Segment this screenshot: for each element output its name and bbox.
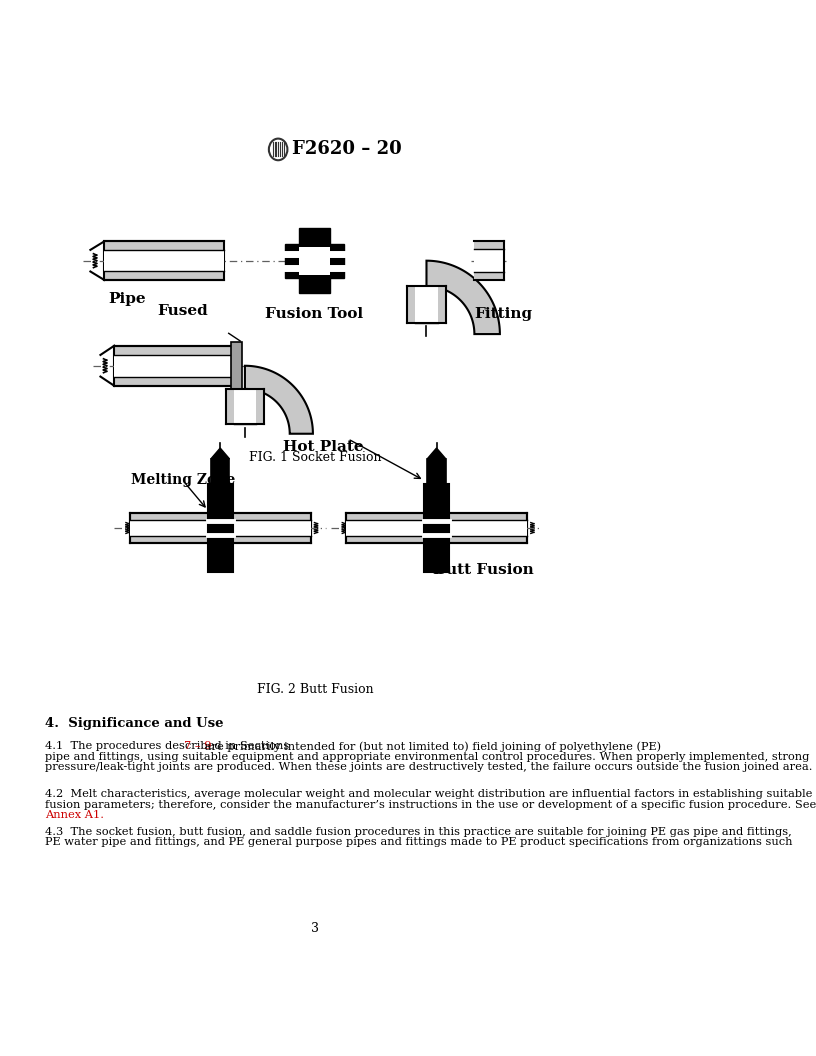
Text: Melting Zone: Melting Zone bbox=[131, 473, 236, 487]
Bar bbox=[227, 520, 311, 536]
Bar bbox=[443, 520, 527, 536]
Bar bbox=[474, 242, 503, 249]
Polygon shape bbox=[211, 448, 229, 459]
Text: 4.2  Melt characteristics, average molecular weight and molecular weight distrib: 4.2 Melt characteristics, average molecu… bbox=[45, 789, 812, 799]
Bar bbox=[299, 228, 330, 294]
Bar bbox=[346, 513, 429, 543]
Text: Butt Fusion: Butt Fusion bbox=[432, 563, 534, 577]
Bar bbox=[255, 389, 264, 425]
Bar bbox=[104, 242, 224, 280]
Text: Fitting: Fitting bbox=[475, 307, 533, 321]
Bar bbox=[407, 286, 415, 323]
Polygon shape bbox=[245, 365, 313, 434]
Bar bbox=[208, 484, 233, 572]
Bar bbox=[225, 389, 234, 425]
Text: 4.  Significance and Use: 4. Significance and Use bbox=[45, 717, 224, 730]
Bar bbox=[225, 389, 264, 425]
Bar bbox=[424, 484, 449, 572]
Text: Fused: Fused bbox=[157, 304, 208, 318]
Bar bbox=[299, 247, 330, 275]
Bar bbox=[114, 345, 234, 385]
Bar bbox=[474, 272, 503, 280]
Bar bbox=[231, 342, 242, 390]
Bar bbox=[104, 250, 224, 271]
Bar bbox=[285, 244, 344, 278]
Text: Annex A1.: Annex A1. bbox=[45, 810, 104, 821]
Bar bbox=[114, 355, 234, 377]
Text: fusion parameters; therefore, consider the manufacturer’s instructions in the us: fusion parameters; therefore, consider t… bbox=[45, 799, 816, 810]
Bar bbox=[227, 513, 311, 543]
Text: PE water pipe and fittings, and PE general purpose pipes and fittings made to PE: PE water pipe and fittings, and PE gener… bbox=[45, 837, 792, 847]
Text: Pipe: Pipe bbox=[109, 293, 146, 306]
Text: 4.1  The procedures described in Sections: 4.1 The procedures described in Sections bbox=[45, 741, 293, 751]
Bar bbox=[130, 513, 213, 543]
Text: Fusion Tool: Fusion Tool bbox=[265, 307, 363, 321]
Text: F2620 – 20: F2620 – 20 bbox=[292, 140, 401, 158]
Bar bbox=[474, 242, 503, 280]
Text: 3: 3 bbox=[311, 922, 319, 935]
Text: pressure/leak-tight joints are produced. When these joints are destructively tes: pressure/leak-tight joints are produced.… bbox=[45, 762, 812, 772]
Bar bbox=[407, 286, 446, 323]
Text: pipe and fittings, using suitable equipment and appropriate environmental contro: pipe and fittings, using suitable equipm… bbox=[45, 752, 809, 761]
Text: Hot Plate: Hot Plate bbox=[282, 440, 363, 454]
Polygon shape bbox=[427, 261, 500, 334]
Bar bbox=[438, 286, 446, 323]
Text: FIG. 2 Butt Fusion: FIG. 2 Butt Fusion bbox=[257, 682, 374, 696]
Bar bbox=[443, 513, 527, 543]
Bar bbox=[428, 459, 446, 484]
Bar bbox=[211, 459, 229, 484]
Polygon shape bbox=[428, 448, 446, 459]
Bar bbox=[130, 520, 213, 536]
Text: 7 – 9: 7 – 9 bbox=[184, 741, 212, 751]
Text: are primarily intended for (but not limited to) field joining of polyethylene (P: are primarily intended for (but not limi… bbox=[201, 741, 661, 752]
Text: FIG. 1 Socket Fusion: FIG. 1 Socket Fusion bbox=[249, 451, 381, 464]
Text: 4.3  The socket fusion, butt fusion, and saddle fusion procedures in this practi: 4.3 The socket fusion, butt fusion, and … bbox=[45, 827, 792, 836]
Bar bbox=[346, 520, 429, 536]
